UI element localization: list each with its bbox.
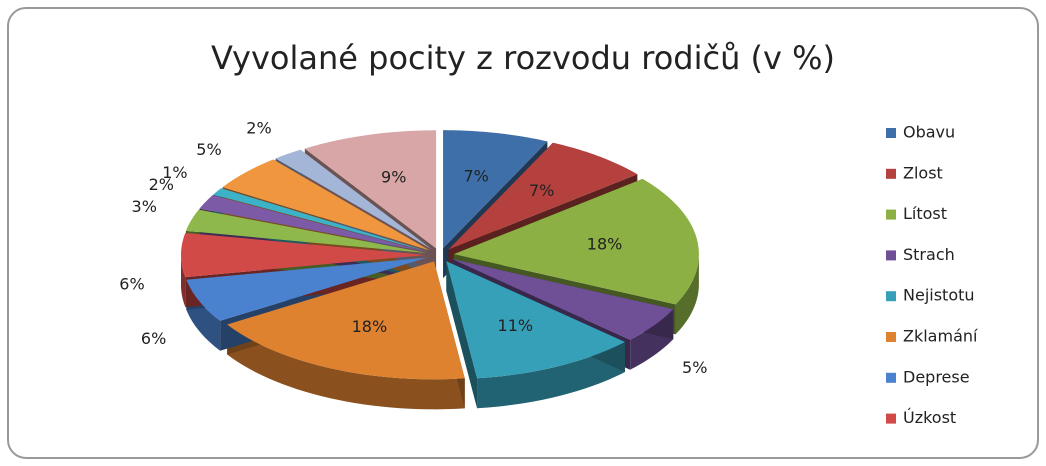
data-label: 6% <box>141 329 166 348</box>
data-label: 11% <box>498 316 534 335</box>
data-label: 3% <box>132 197 157 216</box>
legend-swatch <box>886 250 896 261</box>
legend-label: Strach <box>903 245 955 264</box>
legend-label: Zklamání <box>903 327 978 346</box>
data-label: 1% <box>162 163 187 182</box>
pie-slice <box>222 159 430 251</box>
data-label: 6% <box>119 275 144 294</box>
slice-side <box>181 255 186 308</box>
pie-slice <box>446 261 625 379</box>
data-label: 7% <box>463 166 488 185</box>
data-label: 5% <box>682 358 707 377</box>
legend-label: Lítost <box>903 204 947 223</box>
legend-label: Deprese <box>903 367 970 386</box>
pie-slice <box>451 258 674 340</box>
pie-slice <box>304 130 437 249</box>
legend-label: Úzkost <box>903 408 956 427</box>
pie-slice <box>181 232 426 278</box>
pie-slice <box>186 257 427 321</box>
slice-edge <box>446 261 478 409</box>
legend-swatch <box>886 209 896 220</box>
pie-slice <box>453 178 699 305</box>
pie-slice <box>448 142 638 250</box>
data-label: 7% <box>529 181 554 200</box>
data-label: 18% <box>587 234 623 253</box>
legend-swatch <box>886 168 896 179</box>
pie-tops <box>181 130 699 380</box>
data-label: 2% <box>149 175 174 194</box>
legend-swatch <box>886 332 896 342</box>
pie-slice <box>185 209 427 254</box>
data-label: 5% <box>196 140 221 159</box>
legend-swatch <box>886 128 896 138</box>
legend-label: Zlost <box>903 163 943 182</box>
pie-slice <box>199 195 428 253</box>
legend-label: Nejistotu <box>903 286 975 305</box>
pie-slice <box>213 188 428 252</box>
legend-label: Obavu <box>903 123 955 142</box>
legend-swatch <box>886 413 896 424</box>
slice-side <box>227 324 465 410</box>
slice-side <box>477 342 625 409</box>
legend-swatch <box>886 291 896 302</box>
data-label: 9% <box>381 168 406 187</box>
chart-title: Vyvolané pocity z rozvodu rodičů (v %) <box>211 39 835 77</box>
data-label: 2% <box>246 118 271 137</box>
pie-slice <box>443 130 548 249</box>
pie-slice <box>275 149 432 250</box>
data-label: 18% <box>352 317 388 336</box>
pie-slice <box>227 261 465 380</box>
slice-side <box>675 254 699 335</box>
legend-swatch <box>886 372 896 383</box>
